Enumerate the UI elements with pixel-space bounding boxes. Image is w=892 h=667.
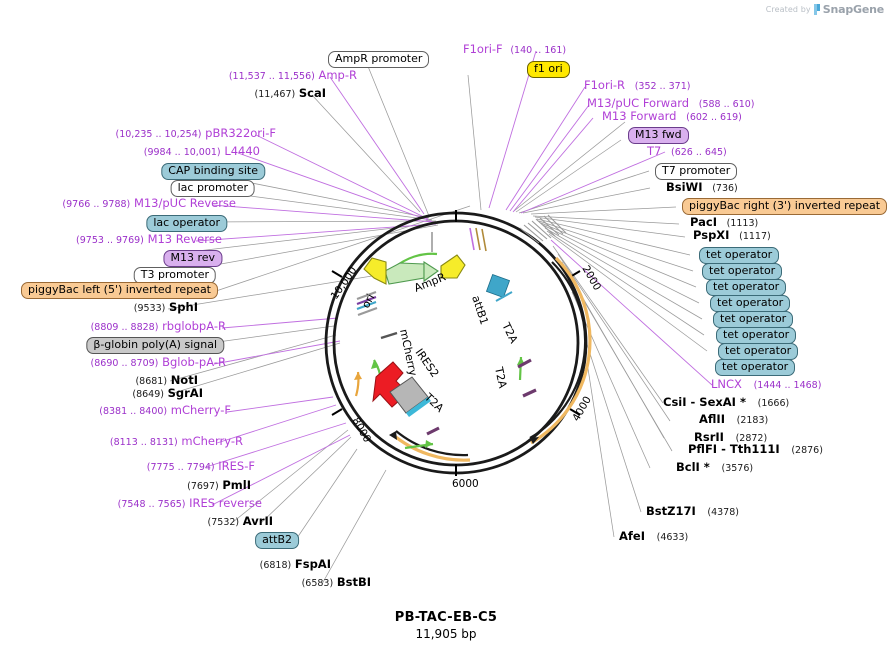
pill-tet-operator-1[interactable]: tet operator	[699, 247, 780, 264]
label-PacI: PacI (1113)	[690, 215, 759, 229]
label-IRES-reverse: (7548 .. 7565) IRES reverse	[117, 496, 262, 510]
snapgene-flag-icon	[813, 4, 820, 15]
plasmid-title-block: PB-TAC-EB-C5 11,905 bp	[0, 610, 892, 641]
pill-tet-operator-7[interactable]: tet operator	[718, 343, 799, 360]
feature-cluster-tet	[519, 214, 567, 244]
label-IRES-F: (7775 .. 7794) IRES-F	[146, 459, 255, 473]
inner-label-T2A-1: T2A	[499, 320, 521, 346]
pill-m13-fwd[interactable]: M13 fwd	[628, 127, 689, 144]
watermark-prefix: Created by	[765, 5, 811, 14]
feature-ori	[363, 257, 387, 285]
pill-cap-binding-site[interactable]: CAP binding site	[161, 163, 265, 180]
label-BstZ17I: BstZ17I (4378)	[646, 504, 739, 518]
pill-piggybac-left[interactable]: piggyBac left (5') inverted repeat	[21, 282, 218, 299]
pill-tet-operator-5[interactable]: tet operator	[713, 311, 794, 328]
label-M13-pUC-Forward: M13/pUC Forward (588 .. 610)	[587, 96, 755, 110]
label-RsrII: RsrII (2872)	[694, 430, 768, 444]
label-mCherry-R: (8113 .. 8131) mCherry-R	[109, 434, 243, 448]
pill-piggybac-right[interactable]: piggyBac right (3') inverted repeat	[682, 198, 888, 215]
inner-label-T2A-2: T2A	[492, 365, 509, 390]
label-PspXI: PspXI (1117)	[693, 228, 771, 242]
pill-ampr-promoter[interactable]: AmpR promoter	[328, 51, 430, 68]
feature-cluster-left	[356, 290, 398, 340]
pill-t3-promoter[interactable]: T3 promoter	[133, 267, 216, 284]
label-Amp-R: (11,537 .. 11,556) Amp-R	[228, 68, 357, 82]
label-M13-Forward: M13 Forward (602 .. 619)	[602, 109, 742, 123]
label-AflII: AflII (2183)	[699, 412, 769, 426]
inner-label-ori: ori	[359, 292, 377, 311]
pill-m13-rev[interactable]: M13 rev	[163, 250, 222, 267]
label-L4440: (9984 .. 10,001) L4440	[143, 144, 260, 158]
label-BclI: BclI * (3576)	[676, 460, 754, 474]
pill-lac-operator[interactable]: lac operator	[146, 215, 227, 232]
label-T7: T7 (626 .. 645)	[647, 144, 727, 158]
pill-f1-ori[interactable]: f1 ori	[527, 61, 570, 78]
feature-cluster-top	[431, 227, 487, 252]
label-FspAI: (6818) FspAI	[259, 557, 331, 571]
plasmid-size: 11,905 bp	[415, 627, 477, 641]
pill-tet-operator-3[interactable]: tet operator	[706, 279, 787, 296]
pill-tet-operator-4[interactable]: tet operator	[710, 295, 791, 312]
label-rbglobpA-R: (8809 .. 8828) rbglobpA-R	[90, 319, 226, 333]
pill-attB2[interactable]: attB2	[255, 532, 299, 549]
pill-tet-operator-2[interactable]: tet operator	[702, 263, 783, 280]
label-CsiI-SexAI: CsiI - SexAI * (1666)	[663, 395, 790, 409]
feature-T2A-markers	[426, 358, 537, 436]
feature-attB1	[440, 254, 466, 279]
label-PmlI: (7697) PmlI	[187, 478, 251, 492]
label-BsiWI: BsiWI (736)	[666, 180, 738, 194]
label-SgrAI: (8649) SgrAI	[132, 386, 203, 400]
feature-tet-operator-block	[485, 273, 513, 302]
label-PflFI-Tth111I: PflFI - Tth111I (2876)	[688, 442, 823, 456]
label-BstBI: (6583) BstBI	[301, 575, 371, 589]
feature-AmpR	[384, 260, 439, 285]
label-NotI: (8681) NotI	[135, 373, 198, 387]
feature-IRES2	[389, 376, 431, 417]
pill-lac-promoter[interactable]: lac promoter	[170, 180, 255, 197]
label-Bglob-pA-R: (8690 .. 8709) Bglob-pA-R	[90, 355, 226, 369]
label-M13-Reverse: (9753 .. 9769) M13 Reverse	[76, 232, 222, 246]
ring-tick-6000: 6000	[452, 478, 479, 490]
label-SphI: (9533) SphI	[133, 300, 198, 314]
label-AfeI: AfeI (4633)	[619, 529, 689, 543]
label-ScaI: (11,467) ScaI	[254, 86, 326, 100]
watermark-brand: SnapGene	[822, 3, 884, 16]
label-pBR322ori-F: (10,235 .. 10,254) pBR322ori-F	[115, 126, 277, 140]
label-M13-pUC-Reverse: (9766 .. 9788) M13/pUC Reverse	[62, 196, 236, 210]
label-LNCX: LNCX (1444 .. 1468)	[711, 377, 822, 391]
label-mCherry-F: (8381 .. 8400) mCherry-F	[99, 403, 231, 417]
plasmid-name: PB-TAC-EB-C5	[394, 610, 498, 625]
inner-label-attB1: attB1	[469, 294, 491, 326]
label-F1ori-F: F1ori-F (140 .. 161)	[463, 42, 567, 56]
pill-t7-promoter[interactable]: T7 promoter	[655, 163, 738, 180]
label-AvrII: (7532) AvrII	[207, 514, 273, 528]
pill-tet-operator-6[interactable]: tet operator	[716, 327, 797, 344]
label-F1ori-R: F1ori-R (352 .. 371)	[584, 78, 691, 92]
snapgene-watermark: Created by SnapGene	[766, 3, 884, 16]
pill-tet-operator-8[interactable]: tet operator	[715, 359, 796, 376]
pill-bglobin-polya[interactable]: β-globin poly(A) signal	[86, 337, 224, 354]
